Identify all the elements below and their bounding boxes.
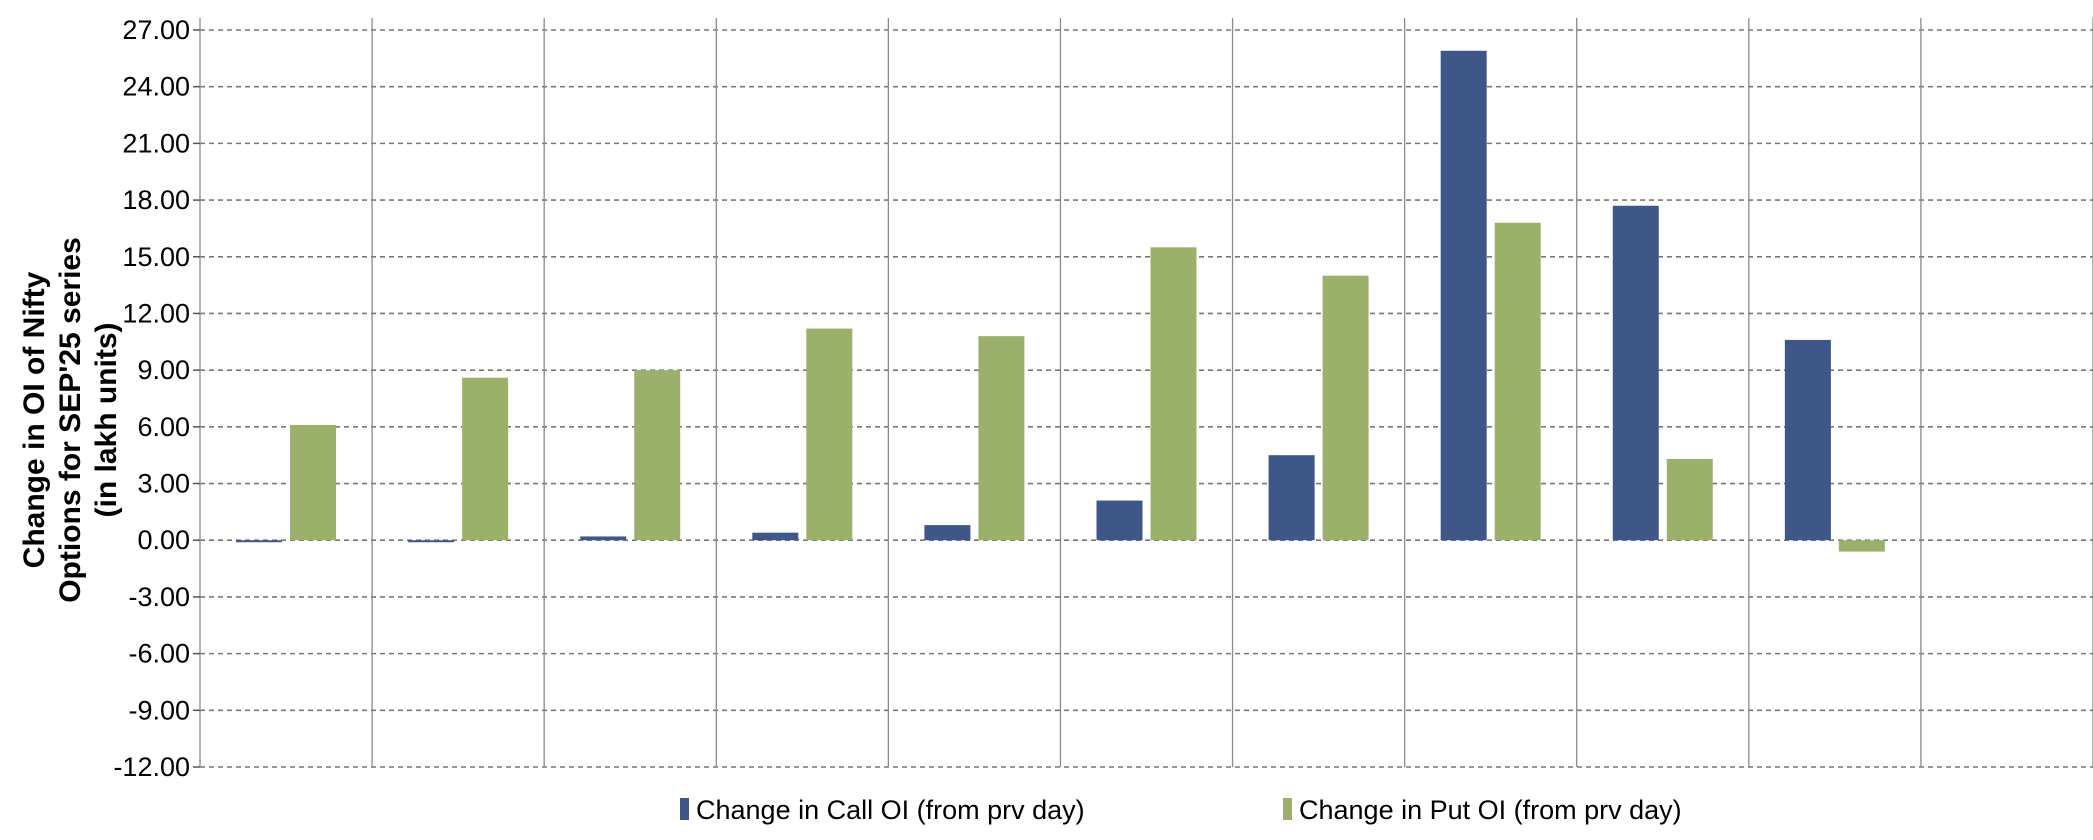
bar-put-oi: [1150, 247, 1197, 541]
y-tick-label: 18.00: [122, 185, 190, 215]
bar-put-oi: [1494, 222, 1541, 541]
y-axis-label-line-3: (in lakh units): [90, 323, 123, 518]
y-tick-label: 15.00: [122, 242, 190, 272]
bar-put-oi: [1666, 458, 1713, 541]
y-axis-label-line-1: Change in OI of Nifty: [18, 271, 51, 568]
y-axis-label-line-2: Options for SEP'25 series: [54, 237, 87, 603]
legend-label-put: Change in Put OI (from prv day): [1299, 795, 1682, 825]
y-tick-label: 21.00: [122, 128, 190, 158]
y-tick-label: 6.00: [137, 412, 190, 442]
y-tick-label: 27.00: [122, 15, 190, 45]
bars: [236, 50, 1885, 552]
grid-lines: [199, 18, 2093, 768]
bar-put-oi: [462, 377, 509, 541]
bar-put-oi: [290, 424, 337, 541]
bar-call-oi: [580, 536, 627, 541]
y-tick-label: -6.00: [128, 639, 190, 669]
bar-call-oi: [752, 532, 799, 541]
bar-put-oi: [978, 336, 1025, 541]
bar-call-oi: [1440, 50, 1487, 541]
bar-call-oi: [924, 525, 971, 541]
y-tick-label: 12.00: [122, 298, 190, 328]
bar-call-oi: [236, 540, 283, 543]
legend: Change in Call OI (from prv day) Change …: [680, 795, 1682, 825]
bar-put-oi: [634, 370, 681, 541]
y-axis-label: Change in OI of Nifty Options for SEP'25…: [18, 237, 123, 603]
y-tick-label: 24.00: [122, 72, 190, 102]
y-tick-label: -9.00: [128, 695, 190, 725]
bar-call-oi: [1268, 455, 1315, 541]
legend-swatch-put: [1283, 798, 1292, 820]
y-tick-label: 3.00: [137, 469, 190, 499]
y-axis-ticks: 27.00 24.00 21.00 18.00 15.00 12.00 9.00 6.00 3.…: [113, 15, 200, 782]
bar-put-oi: [1838, 540, 1885, 552]
bar-call-oi: [1612, 205, 1659, 541]
legend-swatch-call: [680, 798, 689, 820]
bar-call-oi: [1784, 339, 1831, 541]
y-tick-label: -3.00: [128, 582, 190, 612]
y-tick-label: 9.00: [137, 355, 190, 385]
y-tick-label: 0.00: [137, 525, 190, 555]
bar-put-oi: [806, 328, 853, 541]
bar-put-oi: [1322, 275, 1369, 541]
y-tick-label: -12.00: [113, 752, 190, 782]
bar-call-oi: [1096, 500, 1143, 541]
bar-call-oi: [408, 540, 455, 543]
legend-label-call: Change in Call OI (from prv day): [696, 795, 1085, 825]
